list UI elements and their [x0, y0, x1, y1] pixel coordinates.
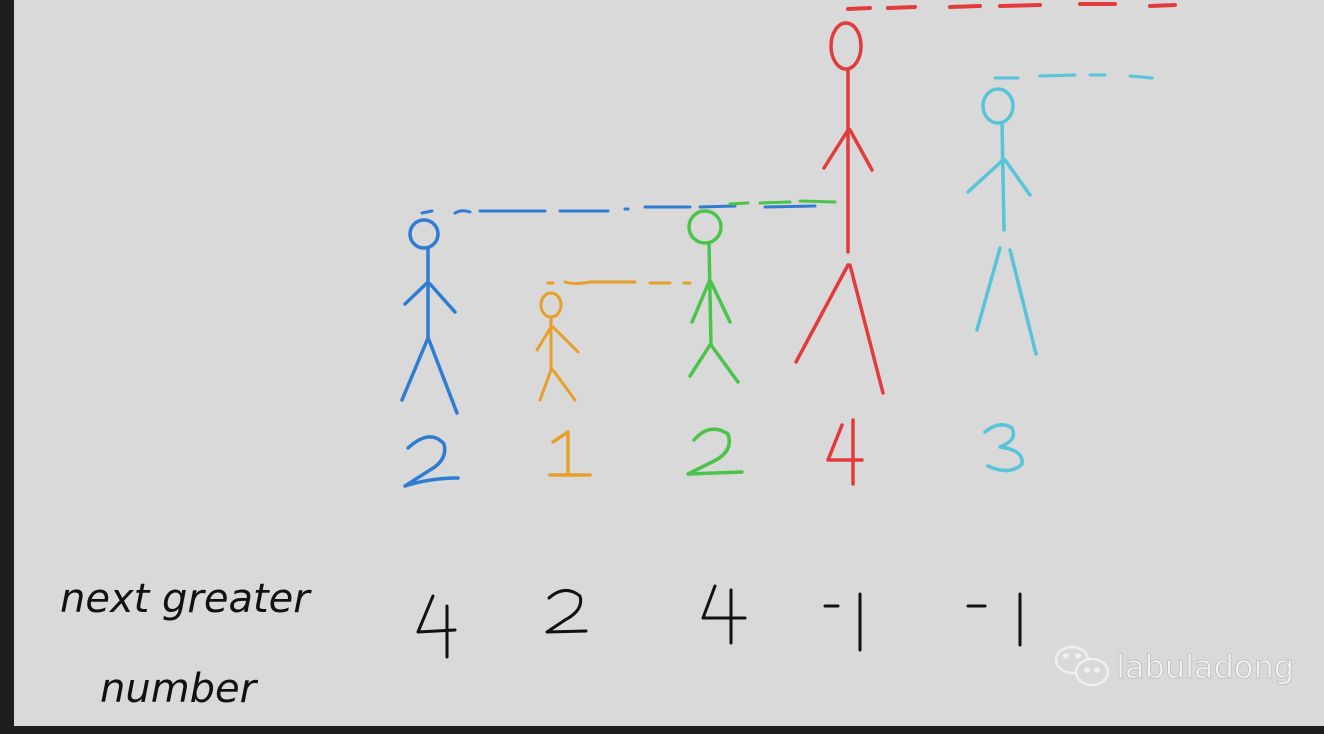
row-label-line2: number [100, 666, 259, 712]
row-label: next greater number [60, 576, 312, 712]
sightline-green [728, 199, 837, 206]
watermark: labuladong [1054, 645, 1294, 687]
height-digit-4 [826, 418, 864, 486]
answer-4: -1 [845, 639, 846, 641]
sightline-red [846, 2, 1177, 11]
watermark-text: labuladong [1116, 648, 1294, 686]
person-2-orange [535, 291, 580, 402]
answer-mark-5 [966, 592, 1022, 647]
height-digit-3 [686, 427, 744, 476]
answer-1: 4 [435, 639, 436, 641]
whiteboard [14, 0, 1324, 726]
wechat-icon [1054, 645, 1110, 687]
person-4-red [794, 21, 885, 395]
height-4: 4 [845, 469, 846, 471]
person-3-green [687, 209, 740, 384]
bottom-border [0, 726, 1324, 734]
person-5-cyan [966, 87, 1038, 356]
sightline-cyan [993, 73, 1154, 80]
height-digit-2 [548, 430, 592, 477]
answer-3: 4 [720, 639, 721, 641]
height-digit-5 [983, 423, 1024, 473]
answer-mark-4 [823, 592, 862, 652]
sightline-blue [420, 204, 817, 215]
left-border [0, 0, 14, 734]
answer-2: 2 [565, 639, 566, 641]
row-label-line1: next greater [60, 576, 312, 622]
answer-mark-2 [545, 589, 588, 634]
answer-mark-3 [701, 584, 747, 645]
height-3: 2 [715, 469, 716, 471]
sightline-orange [546, 280, 692, 285]
height-digit-1 [403, 435, 460, 488]
answer-5: -1 [995, 639, 996, 641]
answer-mark-1 [416, 594, 457, 659]
person-1-blue [400, 218, 459, 415]
